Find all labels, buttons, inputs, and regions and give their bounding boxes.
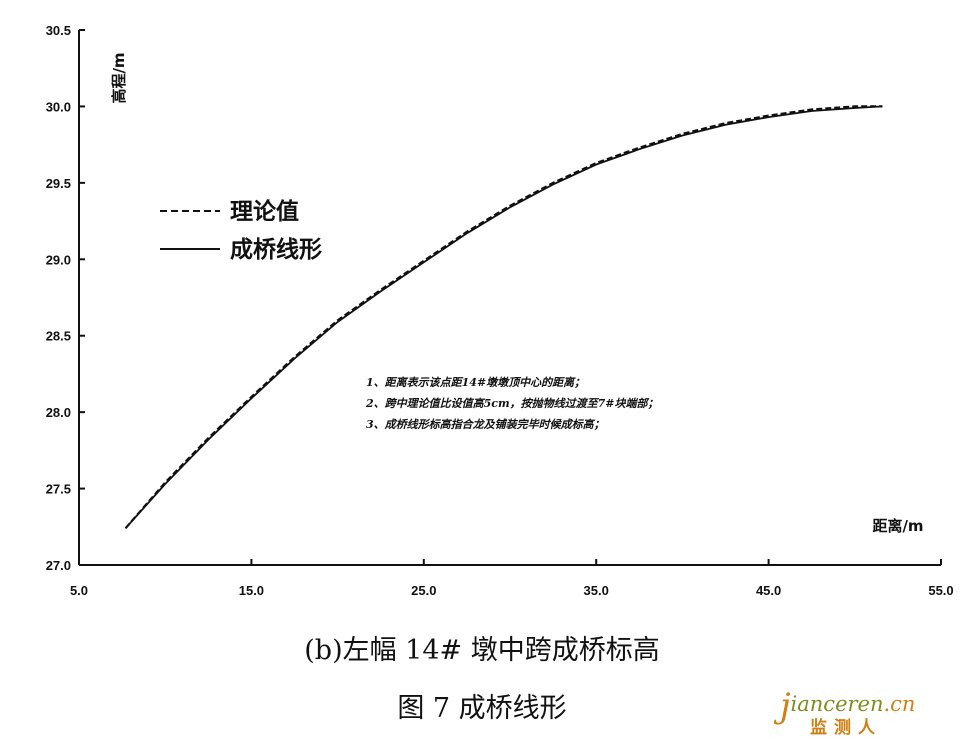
watermark-logo: jianceren.cn 监测人 [780, 686, 955, 738]
y-tick-label: 29.5 [46, 176, 71, 191]
x-tick-label: 45.0 [756, 583, 781, 598]
annotation-notes: 1、距离表示该点距14#墩墩顶中心的距离； 2、跨中理论值比设值高5cm，按抛物… [365, 376, 659, 431]
annotation-note: 2、跨中理论值比设值高5cm，按抛物线过渡至7#块端部； [365, 397, 659, 410]
x-tick-label: 35.0 [584, 583, 609, 598]
y-tick-label: 29.0 [46, 252, 71, 267]
y-axis-label: 高程/m [110, 52, 128, 103]
chart-subtitle: (b)左幅 14# 墩中跨成桥标高 [304, 635, 660, 666]
plot-frame [78, 30, 941, 566]
x-tick-label: 5.0 [70, 583, 88, 598]
y-tick-label: 27.5 [46, 482, 71, 497]
x-tick-labels: 5.0 15.0 25.0 35.0 45.0 55.0 [70, 559, 954, 598]
figure-caption: 图 7 成桥线形 [397, 693, 567, 724]
y-tick-label: 30.5 [46, 23, 71, 38]
watermark-cjk: 监测人 [810, 718, 882, 738]
legend-label-asbuilt: 成桥线形 [230, 236, 322, 263]
watermark-latin: jianceren.cn [780, 686, 915, 726]
series-line-theoretical [124, 105, 883, 530]
legend: 理论值 成桥线形 [160, 198, 322, 263]
x-tick-label: 15.0 [239, 583, 264, 598]
watermark-suffix: .cn [883, 692, 916, 716]
x-axis-label: 距离/m [872, 517, 923, 535]
series-layer [124, 105, 883, 530]
watermark-name: ianceren [790, 692, 884, 716]
annotation-note: 1、距离表示该点距14#墩墩顶中心的距离； [366, 376, 585, 389]
y-tick-labels: 27.0 27.5 28.0 28.5 29.0 29.5 30.0 30.5 [46, 23, 85, 573]
y-tick-label: 28.5 [46, 329, 71, 344]
watermark-initial: j [780, 686, 791, 726]
series-line-asbuilt [124, 105, 883, 529]
legend-label-theoretical: 理论值 [230, 198, 299, 225]
y-tick-label: 27.0 [46, 558, 71, 573]
x-tick-label: 25.0 [411, 583, 436, 598]
chart: 27.0 27.5 28.0 28.5 29.0 29.5 30.0 30.5 5.0 15.0… [46, 23, 954, 598]
y-tick-label: 28.0 [46, 405, 71, 420]
annotation-note: 3、成桥线形标高指合龙及铺装完毕时候成标高； [366, 418, 605, 431]
y-tick-label: 30.0 [46, 99, 71, 114]
x-tick-label: 55.0 [928, 583, 953, 598]
